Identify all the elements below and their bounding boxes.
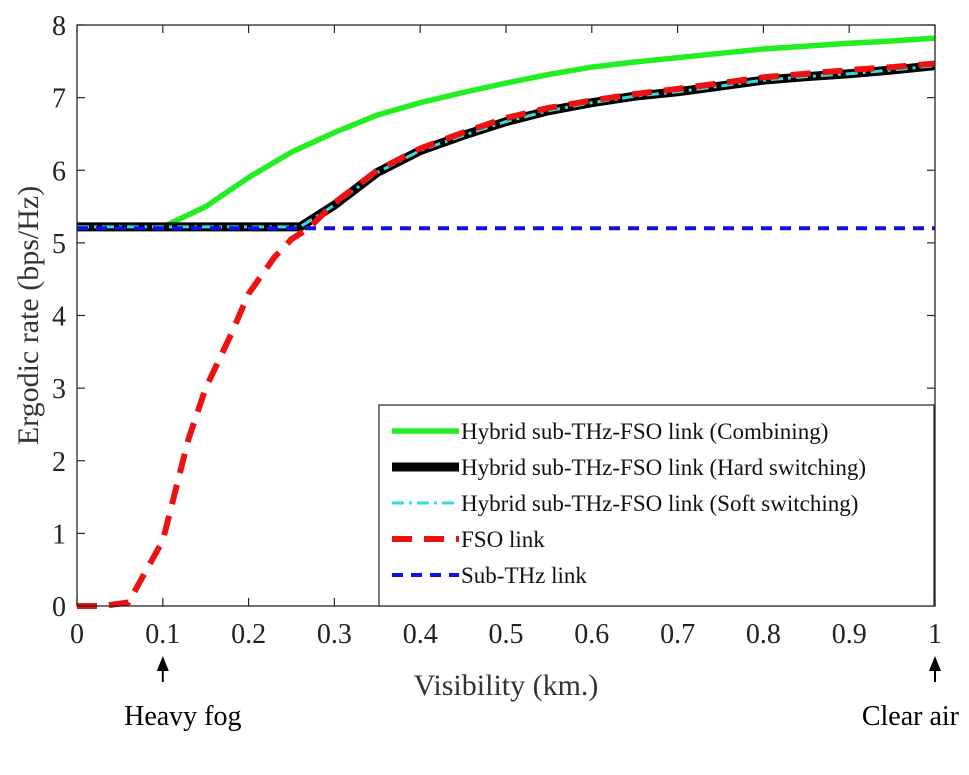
y-tick-label: 6 bbox=[52, 156, 66, 187]
legend-label-5: Sub-THz link bbox=[461, 563, 587, 588]
y-tick-label: 0 bbox=[52, 592, 66, 623]
y-tick-label: 5 bbox=[52, 229, 66, 260]
y-tick-label: 8 bbox=[52, 11, 66, 42]
y-tick-label: 1 bbox=[52, 519, 66, 550]
x-axis-label: Visibility (km.) bbox=[414, 669, 599, 702]
x-tick-label: 0.9 bbox=[832, 619, 867, 650]
series-line-1 bbox=[77, 35, 936, 232]
y-tick-label: 7 bbox=[52, 84, 66, 115]
x-tick-label: 0.7 bbox=[660, 619, 695, 650]
x-tick-label: 0.8 bbox=[746, 619, 781, 650]
legend-label-4: FSO link bbox=[461, 527, 545, 552]
series-layer bbox=[77, 35, 936, 609]
series-line-3 bbox=[77, 64, 936, 229]
x-tick-label: 1 bbox=[928, 619, 942, 650]
x-tick-label: 0.2 bbox=[231, 619, 266, 650]
legend-label-1: Hybrid sub-THz-FSO link (Combining) bbox=[461, 419, 828, 444]
annotation-label-2: Clear air bbox=[862, 701, 960, 732]
y-tick-label: 3 bbox=[52, 374, 66, 405]
legend-label-2: Hybrid sub-THz-FSO link (Hard switching) bbox=[461, 455, 866, 480]
x-tick-label: 0.6 bbox=[574, 619, 609, 650]
annotation-arrow-icon bbox=[929, 656, 941, 671]
legend: Hybrid sub-THz-FSO link (Combining) Hybri… bbox=[378, 404, 935, 607]
x-tick-label: 0.3 bbox=[317, 619, 352, 650]
annotations: Heavy fog Clear air bbox=[124, 656, 960, 732]
series-line-4 bbox=[77, 60, 936, 609]
x-tick-label: 0 bbox=[70, 619, 84, 650]
annotation-label-1: Heavy fog bbox=[124, 701, 241, 732]
x-tick-label: 0.4 bbox=[403, 619, 438, 650]
legend-box bbox=[378, 404, 935, 607]
legend-label-3: Hybrid sub-THz-FSO link (Soft switching) bbox=[461, 491, 858, 516]
y-tick-label: 4 bbox=[52, 302, 66, 333]
annotation-arrow-icon bbox=[156, 656, 169, 671]
y-axis-label: Ergodic rate (bps/Hz) bbox=[12, 186, 45, 445]
ticks-layer: 0 0.1 0.2 0.3 0.4 0.5 0.6 0.7 0.8 0.9 1 0 1 2 3 4 5 6 7 8 bbox=[52, 11, 942, 650]
y-tick-label: 2 bbox=[52, 447, 66, 478]
x-tick-label: 0.5 bbox=[489, 619, 524, 650]
x-tick-label: 0.1 bbox=[145, 619, 180, 650]
